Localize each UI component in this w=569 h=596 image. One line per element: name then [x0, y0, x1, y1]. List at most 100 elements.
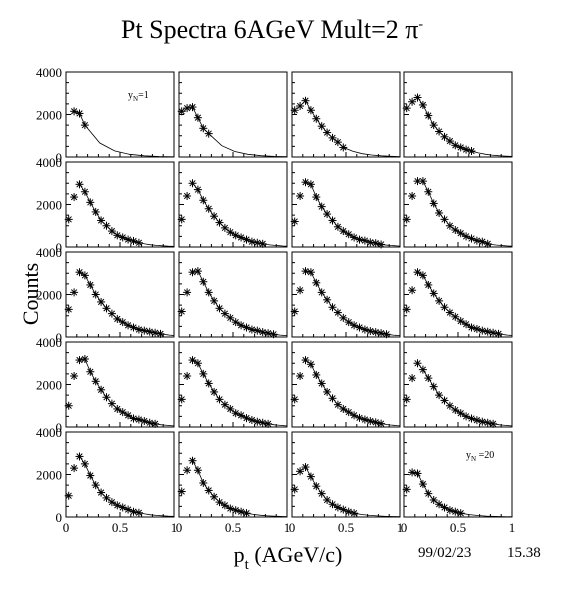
data-point [323, 496, 332, 504]
data-point [145, 327, 154, 336]
panel-8 [402, 161, 513, 248]
data-point [188, 456, 197, 465]
data-point [413, 469, 422, 478]
y-tick-label: 2000 [36, 288, 62, 303]
data-point [70, 372, 79, 380]
data-point [102, 393, 111, 402]
data-point [226, 504, 235, 513]
data-point [366, 327, 375, 336]
fit-curve [417, 271, 513, 336]
data-point [445, 308, 454, 317]
data-point [413, 93, 422, 102]
data-point [467, 323, 476, 332]
data-point [483, 327, 492, 336]
data-point [418, 365, 427, 374]
data-point [86, 198, 95, 207]
data-point [467, 147, 476, 156]
data-point [301, 96, 310, 105]
data-point [296, 286, 305, 295]
data-point [451, 507, 460, 516]
data-point [402, 395, 411, 404]
data-point [210, 387, 219, 396]
data-point [355, 413, 364, 422]
data-point [418, 177, 427, 186]
data-point [424, 111, 433, 120]
data-point [377, 240, 386, 249]
y-tick-label: 4000 [36, 155, 62, 170]
data-point [296, 372, 305, 380]
data-point [134, 415, 143, 424]
chart-title-superscript: - [418, 17, 423, 32]
data-point [91, 207, 100, 216]
panel-frame [178, 341, 288, 428]
data-point [231, 506, 240, 515]
data-point [489, 328, 498, 337]
panel-4 [402, 71, 513, 158]
data-point [333, 222, 342, 231]
data-point [478, 417, 487, 426]
data-point [210, 212, 219, 221]
panel-19 [290, 431, 401, 518]
data-point [188, 356, 197, 365]
fit-curve [79, 456, 175, 517]
data-point [156, 329, 165, 338]
data-point [371, 418, 380, 427]
data-point [424, 374, 433, 383]
data-point [478, 326, 487, 335]
panel-10 [177, 251, 288, 339]
data-point [134, 325, 143, 334]
data-point [301, 463, 310, 472]
data-point [204, 288, 213, 297]
data-point [140, 417, 149, 426]
fit-curve [192, 106, 288, 158]
data-point [151, 419, 160, 428]
data-point [296, 102, 305, 110]
data-point [344, 408, 353, 417]
panel-1 [65, 71, 175, 158]
x-axis-title-subscript: t [245, 557, 250, 573]
y-tick-label: 0 [56, 420, 63, 435]
data-point [408, 286, 417, 295]
data-point [64, 305, 73, 314]
x-tick-label: 1 [284, 520, 291, 535]
data-point [355, 235, 364, 244]
data-point [377, 329, 386, 338]
data-point [402, 305, 411, 314]
data-point [231, 318, 240, 327]
data-point [317, 122, 326, 131]
data-point [402, 485, 411, 494]
data-point [129, 237, 138, 246]
data-point [429, 121, 438, 130]
data-point [435, 296, 444, 305]
data-point [328, 216, 337, 225]
data-point [360, 236, 369, 245]
y-tick-label: 4000 [36, 245, 62, 260]
y-tick-label: 0 [56, 510, 63, 525]
data-point [440, 303, 449, 312]
data-point [312, 114, 321, 123]
data-point [440, 215, 449, 224]
data-point [204, 129, 213, 138]
data-point [177, 215, 186, 224]
data-point [483, 239, 492, 248]
data-point [204, 486, 213, 495]
data-point [312, 370, 321, 379]
data-point [413, 359, 422, 368]
data-point [424, 187, 433, 196]
data-point [296, 192, 305, 200]
data-point [258, 328, 267, 337]
data-point [86, 367, 95, 376]
data-point [344, 318, 353, 327]
data-point [220, 400, 229, 409]
data-point [183, 104, 192, 113]
panel-frame [403, 71, 513, 158]
data-point [124, 235, 133, 244]
data-point [215, 498, 224, 507]
x-axis-title-rest: (AGeV/c) [249, 542, 342, 567]
data-point [210, 296, 219, 305]
time-stamp: 15.38 [507, 545, 541, 561]
y-tick-label: 0 [56, 330, 63, 345]
data-point [360, 415, 369, 424]
data-point [328, 500, 337, 509]
